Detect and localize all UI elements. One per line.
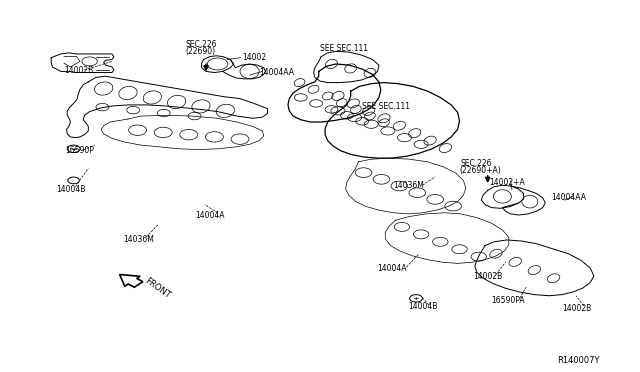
Text: 14004B: 14004B <box>408 302 438 311</box>
Text: 16590PA: 16590PA <box>492 296 525 305</box>
Text: SEC.226: SEC.226 <box>186 40 217 49</box>
Text: (22690): (22690) <box>186 47 216 56</box>
Text: SEE SEC.111: SEE SEC.111 <box>362 102 410 110</box>
Text: FRONT: FRONT <box>143 276 172 300</box>
Text: (22690+A): (22690+A) <box>460 166 501 175</box>
Text: SEC.226: SEC.226 <box>461 159 492 168</box>
Text: 14002: 14002 <box>242 53 266 62</box>
Text: 14036M: 14036M <box>394 182 424 190</box>
Text: 14004AA: 14004AA <box>552 193 587 202</box>
Text: 16590P: 16590P <box>65 146 94 155</box>
Text: 14004AA: 14004AA <box>259 68 294 77</box>
Text: 14004A: 14004A <box>378 264 407 273</box>
Text: 14002+A: 14002+A <box>490 178 525 187</box>
Text: 14002B: 14002B <box>474 272 503 280</box>
Text: 14002B: 14002B <box>64 66 93 75</box>
Text: R140007Y: R140007Y <box>557 356 599 365</box>
Text: SEE SEC.111: SEE SEC.111 <box>320 44 368 53</box>
Text: 14004B: 14004B <box>56 185 86 194</box>
Text: 14002B: 14002B <box>562 304 591 312</box>
Text: 14004A: 14004A <box>195 211 225 220</box>
Text: 14036M: 14036M <box>124 235 154 244</box>
